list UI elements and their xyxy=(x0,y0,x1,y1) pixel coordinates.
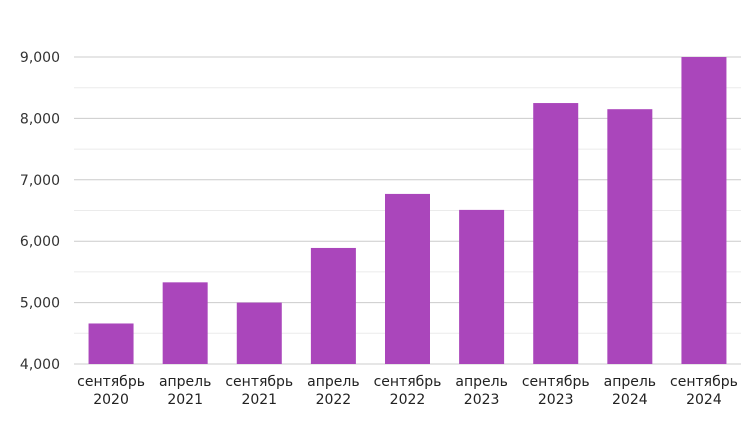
x-tick-label: 2021 xyxy=(167,392,203,408)
y-tick-label: 4,000 xyxy=(20,357,60,373)
bar xyxy=(162,282,208,364)
x-tick-label: 2021 xyxy=(241,392,277,408)
x-tick-label: 2023 xyxy=(464,392,500,408)
y-tick-label: 9,000 xyxy=(20,50,60,66)
y-tick-label: 7,000 xyxy=(20,173,60,189)
bars xyxy=(88,57,727,365)
x-tick-label: сентябрь xyxy=(522,374,590,390)
bar xyxy=(88,323,134,364)
x-tick-label: сентябрь xyxy=(374,374,442,390)
x-tick-label: сентябрь xyxy=(77,374,145,390)
x-tick-label: апрель xyxy=(307,374,359,390)
x-tick-label: апрель xyxy=(604,374,656,390)
x-tick-label: 2020 xyxy=(93,392,129,408)
x-tick-label: сентябрь xyxy=(670,374,738,390)
y-tick-label: 8,000 xyxy=(20,111,60,127)
x-tick-label: 2024 xyxy=(612,392,648,408)
bar xyxy=(533,103,579,365)
y-axis: 4,000 5,000 6,000 7,000 8,000 9,000 xyxy=(20,50,60,373)
bar xyxy=(681,57,727,364)
x-tick-label: 2022 xyxy=(390,392,426,408)
x-tick-label: апрель xyxy=(159,374,211,390)
x-tick-label: 2024 xyxy=(686,392,722,408)
bar xyxy=(459,209,505,364)
x-tick-label: 2023 xyxy=(538,392,574,408)
x-tick-label: 2022 xyxy=(316,392,352,408)
x-axis: сентябрь 2020 апрель 2021 сентябрь 2021 апрель… xyxy=(77,374,738,408)
bar xyxy=(607,109,653,364)
y-tick-label: 5,000 xyxy=(20,296,60,312)
x-tick-label: апрель xyxy=(455,374,507,390)
bar xyxy=(385,193,430,364)
bar xyxy=(310,247,356,364)
x-tick-label: сентябрь xyxy=(225,374,293,390)
y-tick-label: 6,000 xyxy=(20,234,60,250)
bar xyxy=(236,302,282,364)
